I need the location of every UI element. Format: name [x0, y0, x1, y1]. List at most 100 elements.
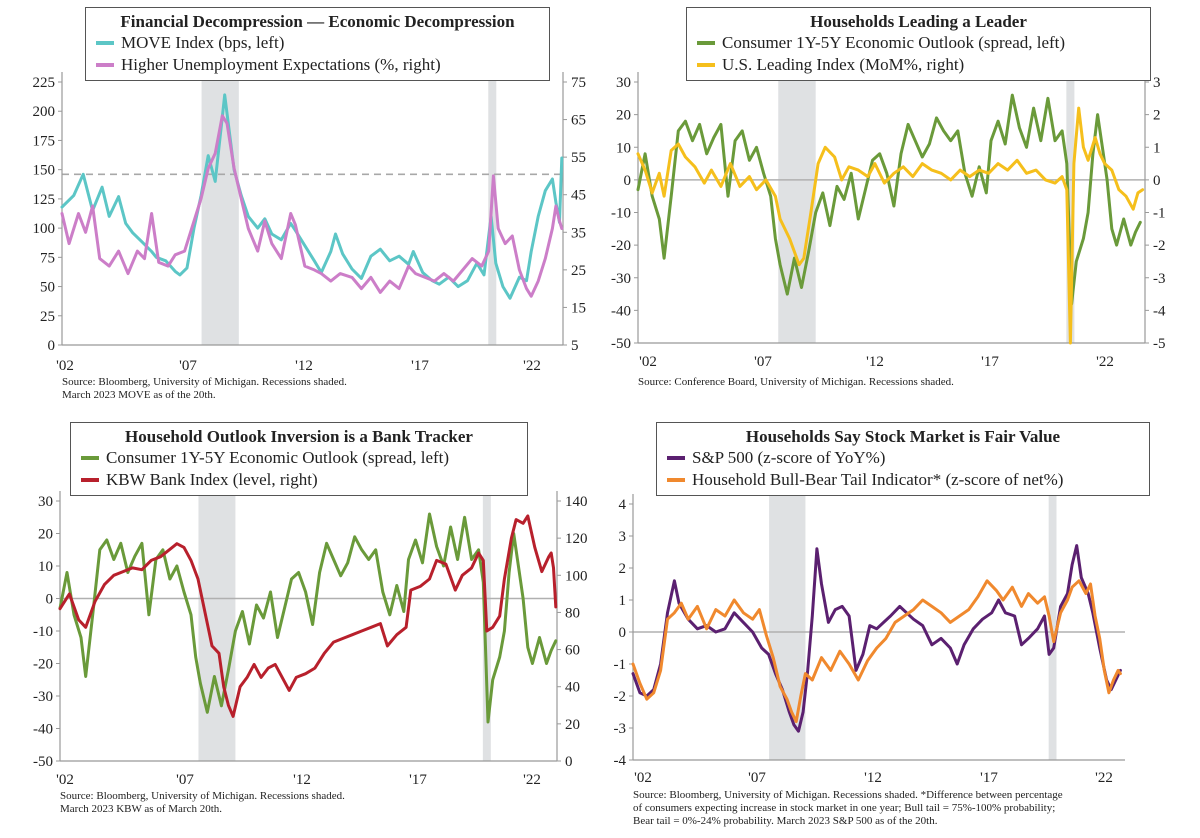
y-tick-label: 50 [40, 280, 55, 296]
recession-band [769, 494, 806, 760]
chart-svg-p4: -4 -3 -2 -1 0 1 2 3 4 '02 '07 '12 '17 '22 [614, 494, 1125, 786]
x-tick-label: '22 [523, 772, 541, 788]
x-tick-label: '12 [864, 770, 882, 786]
legend-item: KBW Bank Index (level, right) [81, 469, 517, 491]
y-tick-label: 125 [33, 192, 56, 208]
y-tick-right-label: 55 [571, 150, 586, 166]
y-tick-label: 0 [624, 173, 632, 189]
y-tick-label: 25 [40, 309, 55, 325]
chart-panel-move-vs-unemployment: 0 25 50 75 100 125 150 175 200 225 5 15 25 35 45 55 65 75… [0, 0, 600, 410]
source-line: March 2023 KBW as of March 20th. [60, 803, 223, 815]
x-tick-label: '07 [754, 354, 772, 370]
x-tick-label: '22 [1095, 770, 1113, 786]
legend-label: MOVE Index (bps, left) [121, 33, 285, 52]
y-tick-label: -10 [611, 206, 631, 222]
y-tick-label: 0 [46, 592, 54, 608]
chart-panel-outlook-vs-kbw: -50 -40 -30 -20 -10 0 10 20 30 0 20 40 60 80 100 120 140… [0, 415, 600, 838]
recession-band [198, 491, 236, 761]
y-tick-right-label: 35 [571, 225, 586, 241]
legend-label: Household Bull-Bear Tail Indicator* (z-s… [692, 470, 1064, 489]
y-tick-label: -50 [33, 754, 53, 770]
y-tick-label: 2 [619, 561, 627, 577]
x-tick-label: '22 [1096, 354, 1114, 370]
legend-swatch [96, 40, 114, 45]
x-tick-label: '02 [56, 772, 74, 788]
source-line: Source: Conference Board, University of … [638, 376, 954, 388]
legend-item: Higher Unemployment Expectations (%, rig… [96, 54, 539, 76]
y-tick-label: -1 [614, 657, 627, 673]
y-tick-label: 175 [33, 133, 56, 149]
y-tick-label: -10 [33, 624, 53, 640]
y-tick-label: 225 [33, 75, 56, 91]
recession-band [778, 72, 816, 343]
chart-svg-p3: -50 -40 -30 -20 -10 0 10 20 30 0 20 40 60 80 100 120 140… [33, 491, 588, 788]
chart-source-note: Source: Bloomberg, University of Michiga… [62, 376, 582, 402]
recession-band [201, 72, 239, 345]
legend-swatch [96, 62, 114, 67]
chart-title: Households Leading a Leader [810, 12, 1027, 31]
y-tick-label: -50 [611, 336, 631, 352]
y-tick-right-label: 5 [571, 338, 579, 354]
chart-panel-outlook-vs-leading-index: -50 -40 -30 -20 -10 0 10 20 30 -5 -4 -3 -2 -1 0 1 2 3'02 '… [600, 0, 1200, 410]
series-line-2 [636, 106, 1145, 345]
y-tick-label: -30 [611, 271, 631, 287]
series-line-2 [58, 514, 558, 718]
y-tick-right-label: 2 [1153, 108, 1161, 124]
chart-source-note: Source: Bloomberg, University of Michiga… [60, 790, 580, 816]
chart-legend-p3: Household Outlook Inversion is a Bank Tr… [70, 422, 528, 496]
legend-label: U.S. Leading Index (MoM%, right) [722, 55, 965, 74]
source-line: Source: Bloomberg, University of Michiga… [60, 790, 345, 802]
legend-item: Household Bull-Bear Tail Indicator* (z-s… [667, 469, 1139, 491]
y-tick-label: 1 [619, 593, 627, 609]
y-tick-right-label: 15 [571, 300, 586, 316]
x-tick-label: '17 [411, 358, 429, 374]
y-tick-label: 200 [33, 104, 56, 120]
legend-item: Consumer 1Y-5Y Economic Outlook (spread,… [697, 32, 1140, 54]
x-tick-label: '17 [981, 354, 999, 370]
chart-svg-p1: 0 25 50 75 100 125 150 175 200 225 5 15 25 35 45 55 65 75… [33, 72, 586, 374]
x-tick-label: '02 [634, 770, 652, 786]
x-tick-label: '12 [295, 358, 313, 374]
y-tick-label: -40 [611, 303, 631, 319]
y-tick-label: -4 [614, 753, 627, 769]
x-tick-label: '07 [176, 772, 194, 788]
y-tick-right-label: 0 [565, 754, 573, 770]
y-tick-right-label: 140 [565, 494, 588, 510]
source-line: March 2023 MOVE as of the 20th. [62, 389, 216, 401]
y-tick-label: 4 [619, 497, 627, 513]
legend-swatch [697, 62, 715, 67]
y-tick-right-label: 65 [571, 113, 586, 129]
legend-label: Consumer 1Y-5Y Economic Outlook (spread,… [106, 448, 450, 467]
series-line-1 [636, 93, 1142, 306]
legend-label: Higher Unemployment Expectations (%, rig… [121, 55, 441, 74]
legend-item: U.S. Leading Index (MoM%, right) [697, 54, 1140, 76]
chart-legend-p2: Households Leading a Leader Consumer 1Y-… [686, 7, 1151, 81]
y-tick-label: 10 [38, 559, 53, 575]
x-tick-label: '17 [980, 770, 998, 786]
legend-item: Consumer 1Y-5Y Economic Outlook (spread,… [81, 447, 517, 469]
legend-swatch [667, 455, 685, 460]
y-tick-right-label: 80 [565, 605, 580, 621]
y-tick-label: -20 [33, 657, 53, 673]
chart-title: Households Say Stock Market is Fair Valu… [745, 427, 1061, 446]
y-tick-right-label: -4 [1153, 303, 1166, 319]
x-tick-label: '02 [639, 354, 657, 370]
x-tick-label: '12 [866, 354, 884, 370]
source-line: Source: Bloomberg, University of Michiga… [62, 376, 347, 388]
series-line-1 [58, 512, 558, 724]
legend-label: S&P 500 (z-score of YoY%) [692, 448, 886, 467]
y-tick-right-label: 3 [1153, 75, 1161, 91]
series-line-2 [631, 579, 1122, 724]
chart-title: Financial Decompression — Economic Decom… [120, 12, 515, 31]
y-tick-label: 10 [616, 140, 631, 156]
chart-source-note: Source: Conference Board, University of … [638, 376, 1178, 389]
y-tick-label: 30 [38, 494, 53, 510]
recession-band [1066, 72, 1075, 343]
y-tick-right-label: -1 [1153, 206, 1166, 222]
y-tick-label: 20 [616, 108, 631, 124]
chart-panel-sp500-vs-bullbear: -4 -3 -2 -1 0 1 2 3 4 '02 '07 '12 '17 '22 Households … [600, 415, 1200, 838]
chart-legend-p4: Households Say Stock Market is Fair Valu… [656, 422, 1150, 496]
y-tick-right-label: 40 [565, 680, 580, 696]
y-tick-label: 75 [40, 250, 55, 266]
